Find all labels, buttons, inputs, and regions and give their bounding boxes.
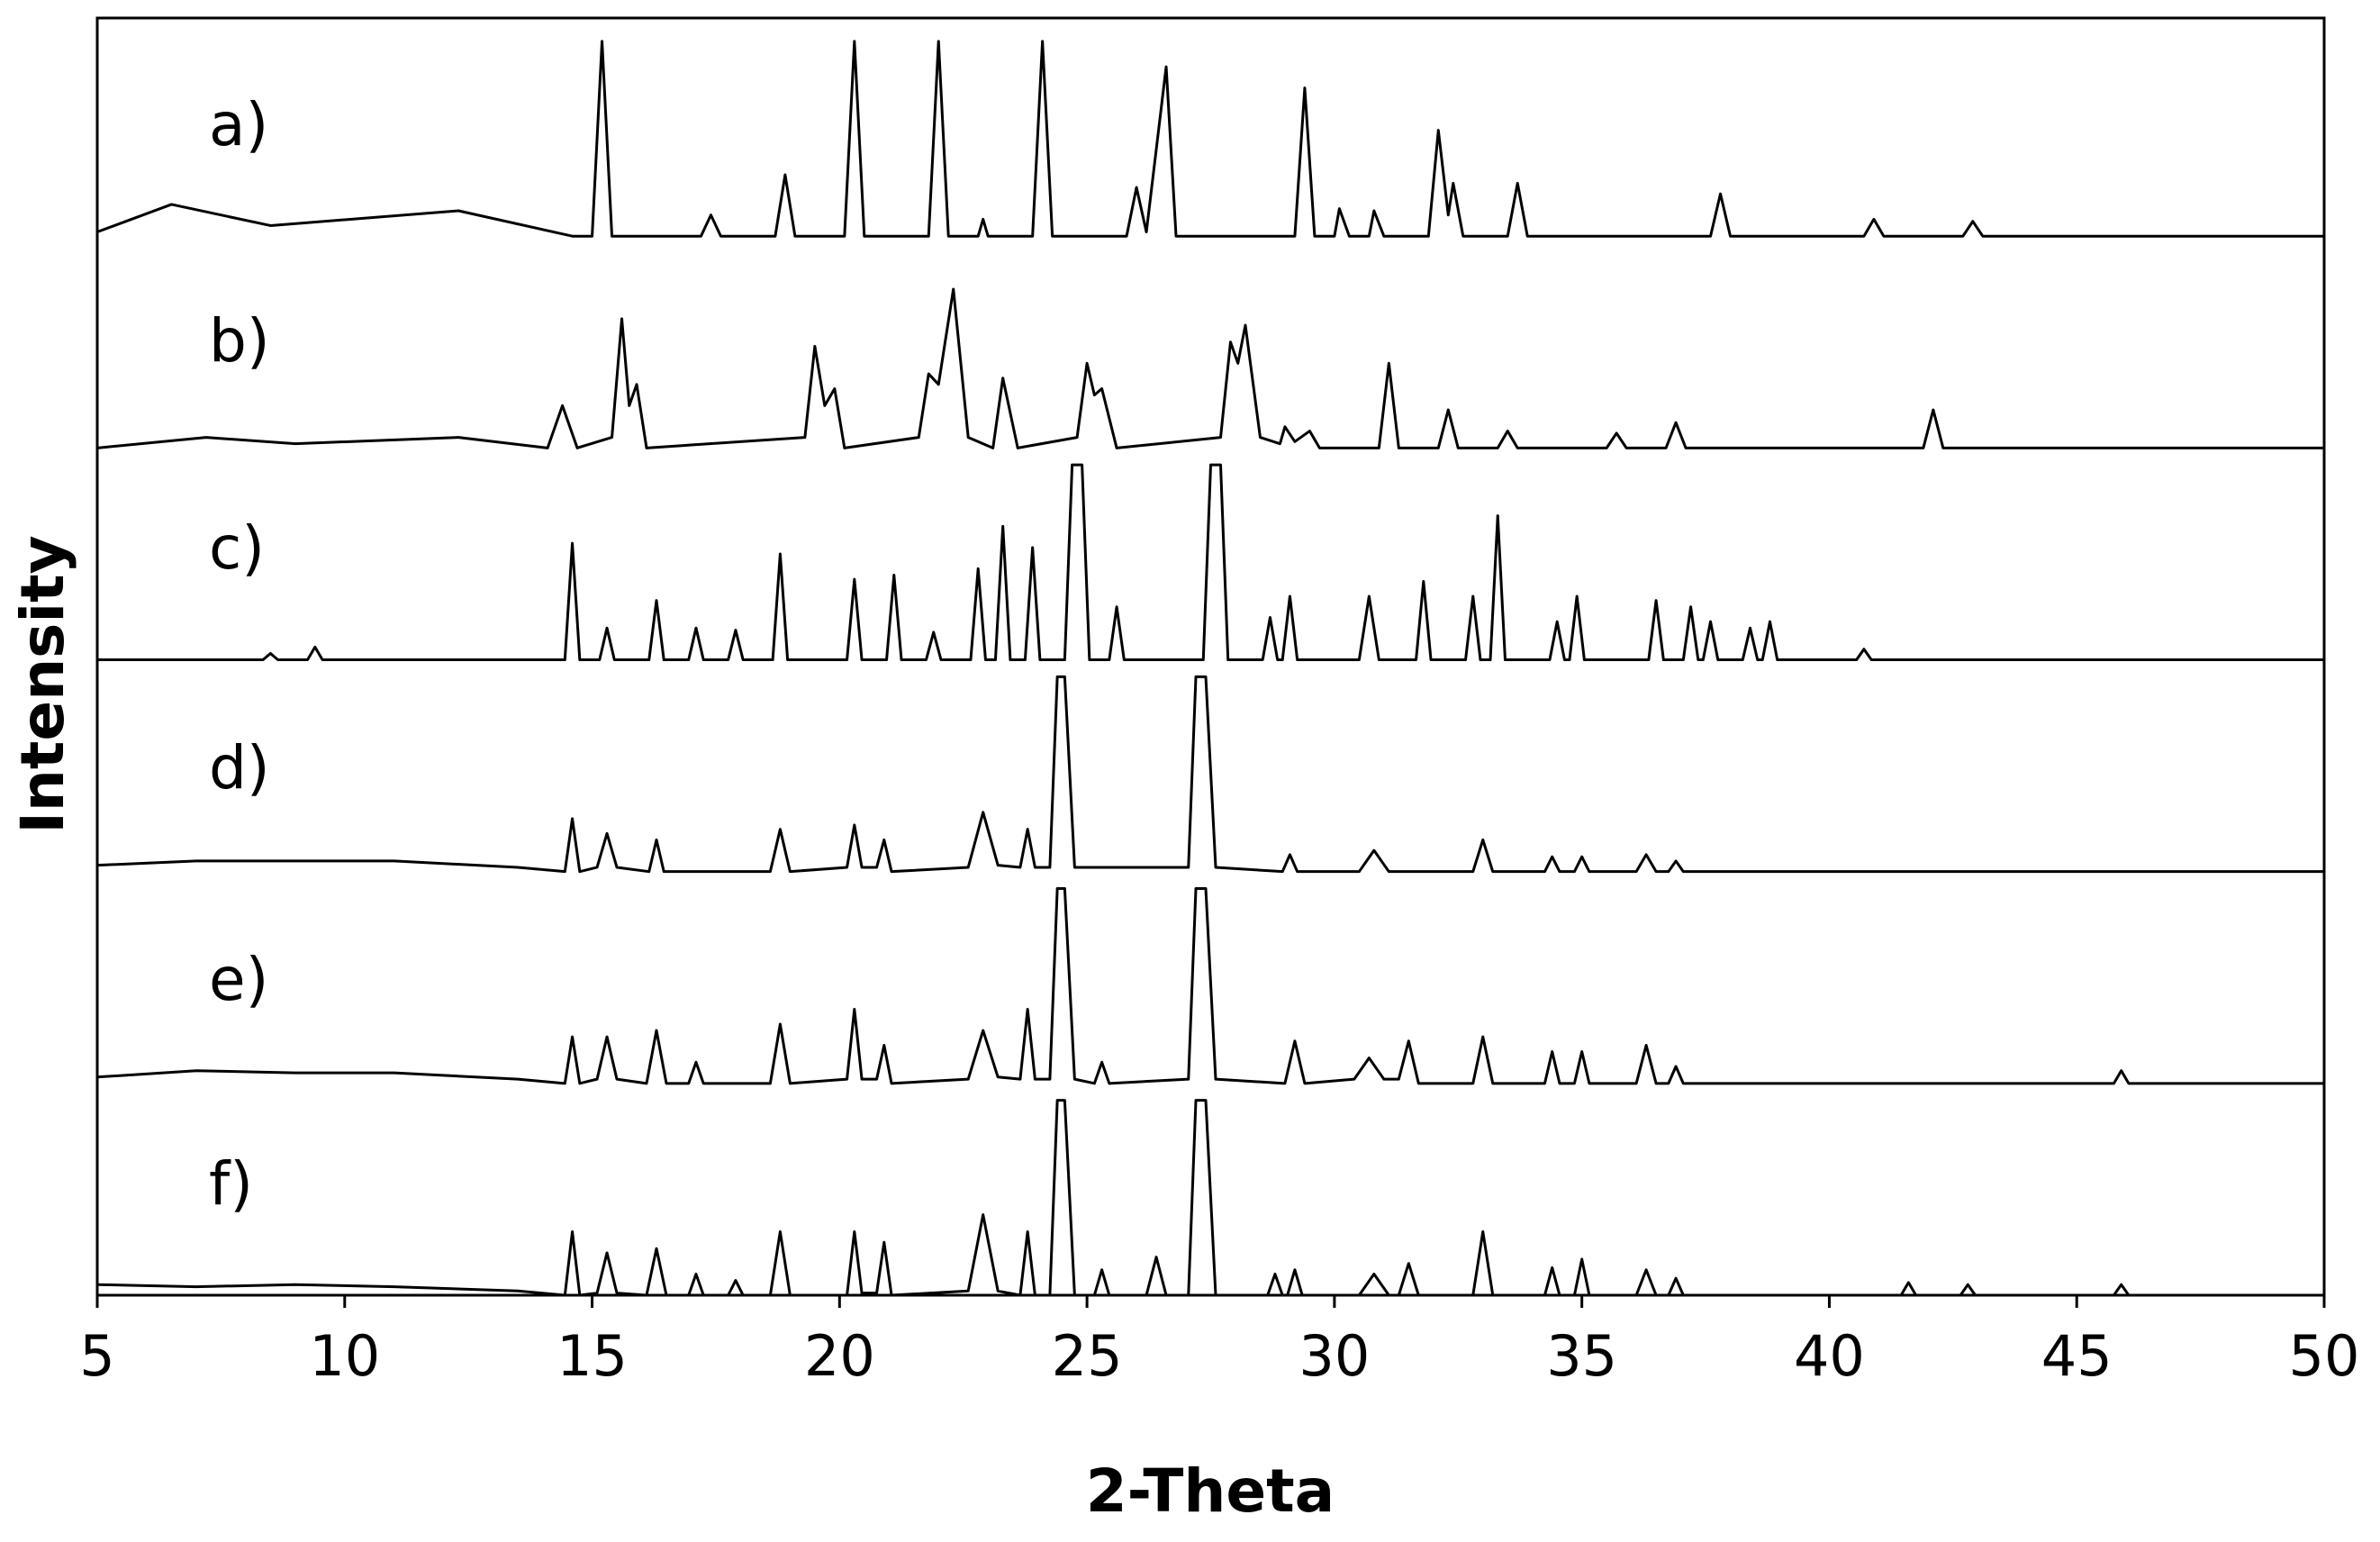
x-tick-label: 40 bbox=[1794, 1323, 1865, 1389]
x-tick-label: 10 bbox=[309, 1323, 380, 1389]
x-tick-label: 5 bbox=[79, 1323, 114, 1389]
y-axis-title: Intensity bbox=[8, 535, 77, 833]
xrd-pattern bbox=[97, 463, 2324, 662]
x-tick-label: 20 bbox=[804, 1323, 875, 1389]
series-label: d) bbox=[209, 733, 270, 803]
series-label: f) bbox=[209, 1149, 253, 1219]
x-tick-label: 30 bbox=[1299, 1323, 1370, 1389]
series-label: c) bbox=[209, 513, 265, 583]
x-tick-label: 50 bbox=[2289, 1323, 2360, 1389]
plot-frame bbox=[95, 16, 2326, 1297]
series-label: e) bbox=[209, 945, 268, 1014]
x-tick-label: 35 bbox=[1546, 1323, 1617, 1389]
x-tick-label: 25 bbox=[1052, 1323, 1123, 1389]
x-axis-title: 2-Theta bbox=[1086, 1456, 1335, 1526]
xrd-pattern bbox=[96, 887, 2324, 1085]
xrd-pattern bbox=[96, 675, 2324, 874]
series-label: b) bbox=[209, 306, 270, 376]
x-tick-label: 45 bbox=[2041, 1323, 2113, 1389]
xrd-pattern bbox=[96, 287, 2324, 449]
series-label: a) bbox=[209, 90, 268, 159]
xrd-pattern bbox=[96, 40, 2324, 238]
xrd-pattern bbox=[96, 1099, 2324, 1297]
x-tick-label: 15 bbox=[557, 1323, 628, 1389]
